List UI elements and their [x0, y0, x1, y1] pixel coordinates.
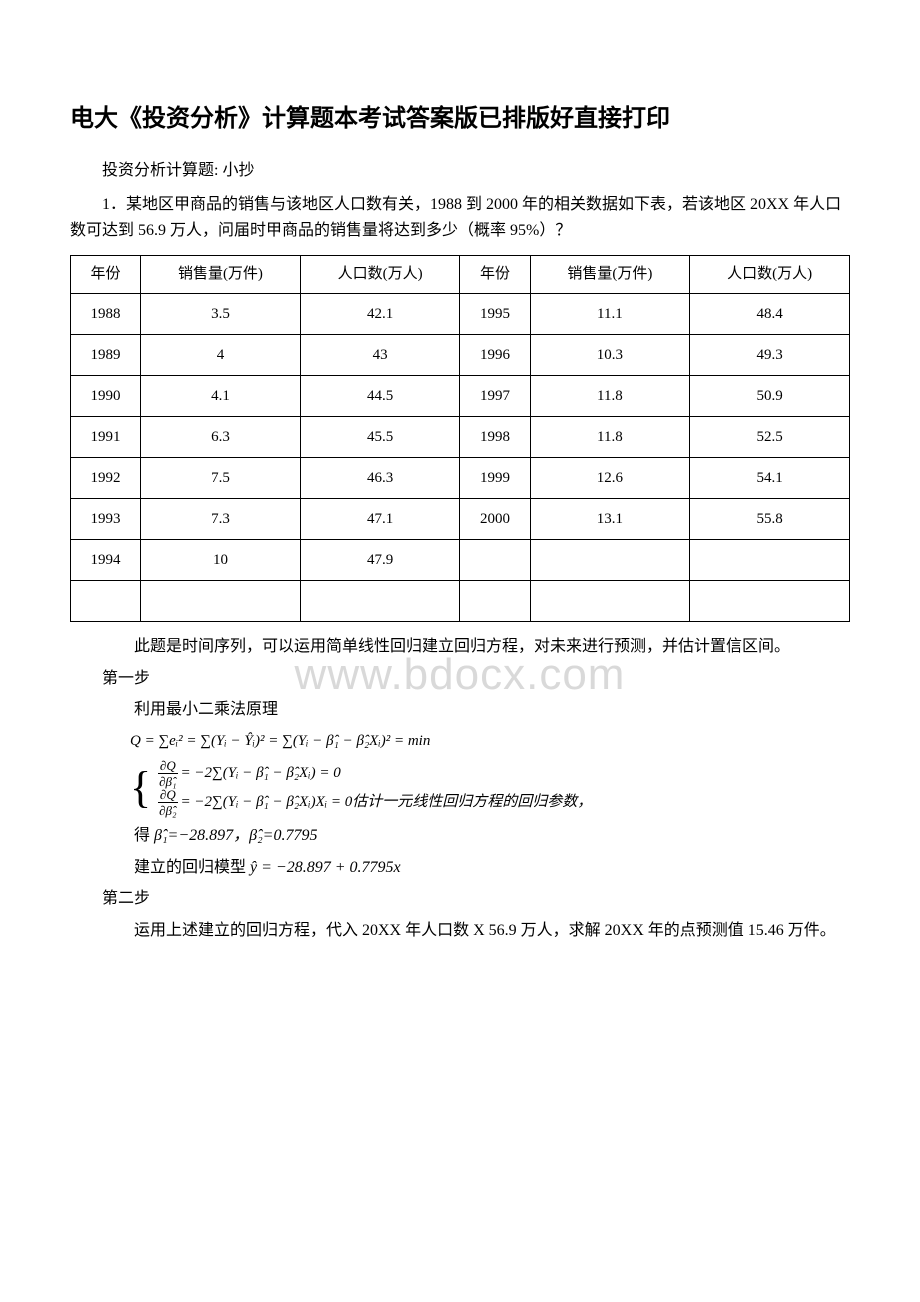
brace-line-1: ∂Q∂β̂₁ = −2∑(Yᵢ − β̂₁ − β̂₂Xᵢ) = 0: [155, 759, 592, 788]
left-brace-icon: {: [130, 768, 151, 808]
result-beta-line: 得 β̂₁=−28.897，β̂₂=0.7795: [134, 823, 850, 849]
brace-after-text: 估计一元线性回归方程的回归参数，: [352, 788, 592, 817]
cell: 46.3: [300, 458, 460, 499]
table-row: 1994 10 47.9: [71, 540, 850, 581]
cell: 43: [300, 335, 460, 376]
cell: 1989: [71, 335, 141, 376]
table-row: 1992 7.5 46.3 1999 12.6 54.1: [71, 458, 850, 499]
step1-text: 利用最小二乘法原理: [70, 697, 850, 723]
cell: 49.3: [690, 335, 850, 376]
cell: 11.8: [530, 417, 690, 458]
cell: 2000: [460, 499, 530, 540]
cell: [460, 540, 530, 581]
cell: [530, 540, 690, 581]
cell: 52.5: [690, 417, 850, 458]
cell: 7.3: [141, 499, 301, 540]
cell: 1988: [71, 294, 141, 335]
model-pre: 建立的回归模型: [134, 859, 246, 876]
cell: 1996: [460, 335, 530, 376]
th-year-1: 年份: [71, 256, 141, 294]
cell: [141, 581, 301, 622]
model-formula: ŷ = −28.897 + 0.7795x: [250, 859, 401, 876]
cell: 6.3: [141, 417, 301, 458]
result-beta-pre: 得: [134, 827, 150, 844]
th-pop-2: 人口数(万人): [690, 256, 850, 294]
cell: 1991: [71, 417, 141, 458]
cell: 4.1: [141, 376, 301, 417]
cell: 1997: [460, 376, 530, 417]
table-row-empty: [71, 581, 850, 622]
model-line: 建立的回归模型 ŷ = −28.897 + 0.7795x: [134, 855, 850, 881]
document-content: 电大《投资分析》计算题本考试答案版已排版好直接打印 投资分析计算题: 小抄 1．…: [70, 100, 850, 943]
th-sales-1: 销售量(万件): [141, 256, 301, 294]
cell: [530, 581, 690, 622]
explain-text: 此题是时间序列，可以运用简单线性回归建立回归方程，对未来进行预测，并估计置信区间…: [70, 634, 850, 660]
cell: 10: [141, 540, 301, 581]
cell: 45.5: [300, 417, 460, 458]
formula-q-text: Q = ∑eᵢ² = ∑(Yᵢ − Ŷᵢ)² = ∑(Yᵢ − β̂₁ − β̂…: [130, 729, 430, 753]
cell: 1995: [460, 294, 530, 335]
cell: [300, 581, 460, 622]
formula-q: Q = ∑eᵢ² = ∑(Yᵢ − Ŷᵢ)² = ∑(Yᵢ − β̂₁ − β̂…: [130, 729, 850, 753]
cell: 10.3: [530, 335, 690, 376]
table-row: 1991 6.3 45.5 1998 11.8 52.5: [71, 417, 850, 458]
cell: 11.1: [530, 294, 690, 335]
cell: 3.5: [141, 294, 301, 335]
cell: 7.5: [141, 458, 301, 499]
cell: 47.1: [300, 499, 460, 540]
cell: 42.1: [300, 294, 460, 335]
cell: 44.5: [300, 376, 460, 417]
cell: 1994: [71, 540, 141, 581]
data-table: 年份 销售量(万件) 人口数(万人) 年份 销售量(万件) 人口数(万人) 19…: [70, 255, 850, 622]
cell: [71, 581, 141, 622]
intro-line-2: 1．某地区甲商品的销售与该地区人口数有关，1988 到 2000 年的相关数据如…: [70, 192, 850, 243]
cell: 48.4: [690, 294, 850, 335]
step2-label: 第二步: [70, 886, 850, 912]
page-title: 电大《投资分析》计算题本考试答案版已排版好直接打印: [70, 100, 850, 138]
brace-line-2-text: = −2∑(Yᵢ − β̂₁ − β̂₂Xᵢ)Xᵢ = 0: [181, 788, 353, 817]
cell: 1999: [460, 458, 530, 499]
cell: 1998: [460, 417, 530, 458]
cell: 54.1: [690, 458, 850, 499]
cell: [460, 581, 530, 622]
cell: 13.1: [530, 499, 690, 540]
cell: 11.8: [530, 376, 690, 417]
cell: 12.6: [530, 458, 690, 499]
brace-line-1-text: = −2∑(Yᵢ − β̂₁ − β̂₂Xᵢ) = 0: [181, 759, 341, 788]
cell: 1993: [71, 499, 141, 540]
step1-label: 第一步: [70, 666, 850, 692]
th-sales-2: 销售量(万件): [530, 256, 690, 294]
th-year-2: 年份: [460, 256, 530, 294]
table-row: 1993 7.3 47.1 2000 13.1 55.8: [71, 499, 850, 540]
cell: 50.9: [690, 376, 850, 417]
formula-brace: { ∂Q∂β̂₁ = −2∑(Yᵢ − β̂₁ − β̂₂Xᵢ) = 0 ∂Q∂…: [130, 759, 850, 817]
result-beta-math: β̂₁=−28.897，β̂₂=0.7795: [154, 827, 317, 844]
cell: 1992: [71, 458, 141, 499]
table-row: 1990 4.1 44.5 1997 11.8 50.9: [71, 376, 850, 417]
intro-line-1: 投资分析计算题: 小抄: [70, 158, 850, 184]
step2-text: 运用上述建立的回归方程，代入 20XX 年人口数 X 56.9 万人，求解 20…: [70, 918, 850, 944]
cell: 55.8: [690, 499, 850, 540]
cell: 47.9: [300, 540, 460, 581]
table-row: 1989 4 43 1996 10.3 49.3: [71, 335, 850, 376]
th-pop-1: 人口数(万人): [300, 256, 460, 294]
brace-line-2: ∂Q∂β̂₂ = −2∑(Yᵢ − β̂₁ − β̂₂Xᵢ)Xᵢ = 0 估计一…: [155, 788, 592, 817]
table-header-row: 年份 销售量(万件) 人口数(万人) 年份 销售量(万件) 人口数(万人): [71, 256, 850, 294]
cell: 4: [141, 335, 301, 376]
table-row: 1988 3.5 42.1 1995 11.1 48.4: [71, 294, 850, 335]
cell: 1990: [71, 376, 141, 417]
cell: [690, 540, 850, 581]
cell: [690, 581, 850, 622]
